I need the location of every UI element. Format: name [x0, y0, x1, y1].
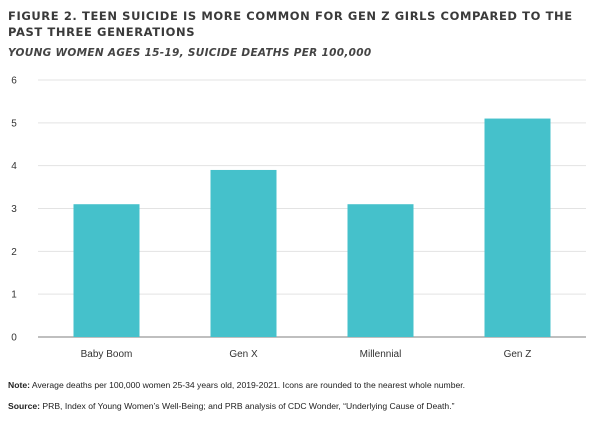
note-line: Note: Average deaths per 100,000 women 2… [8, 379, 593, 391]
bar-gen-x [210, 169, 277, 337]
figure-title: FIGURE 2. TEEN SUICIDE IS MORE COMMON FO… [8, 9, 573, 39]
x-tick-label: Baby Boom [81, 349, 133, 360]
bar-baby-boom [73, 204, 140, 337]
notes: Note: Average deaths per 100,000 women 2… [8, 379, 593, 421]
figure-subtitle: YOUNG WOMEN AGES 15-19, SUICIDE DEATHS P… [8, 47, 372, 59]
source-line: Source: PRB, Index of Young Women’s Well… [8, 400, 593, 412]
y-tick-label: 0 [11, 333, 17, 344]
bar-gen-z [484, 118, 551, 337]
y-tick-label: 1 [11, 290, 17, 301]
x-tick-label: Gen Z [504, 349, 532, 360]
y-tick-label: 4 [11, 161, 17, 172]
y-tick-label: 5 [11, 118, 17, 129]
y-tick-label: 6 [11, 76, 17, 87]
note-label: Note: [8, 380, 30, 390]
y-tick-label: 2 [11, 247, 17, 258]
bar-millennial [347, 204, 414, 337]
x-tick-label: Gen X [229, 349, 258, 360]
source-label: Source: [8, 401, 40, 411]
x-axis-ticks: Baby Boom Gen X Millennial Gen Z [81, 349, 532, 360]
source-text: PRB, Index of Young Women’s Well-Being; … [42, 401, 455, 411]
note-text: Average deaths per 100,000 women 25-34 y… [31, 380, 466, 390]
y-tick-label: 3 [11, 204, 17, 215]
y-axis-ticks: 0 1 2 3 4 5 6 [11, 76, 17, 344]
bars [73, 118, 551, 337]
x-tick-label: Millennial [360, 349, 402, 360]
bar-chart: 0 1 2 3 4 5 6 Baby Boom Gen X Millennial Gen Z [11, 76, 586, 360]
